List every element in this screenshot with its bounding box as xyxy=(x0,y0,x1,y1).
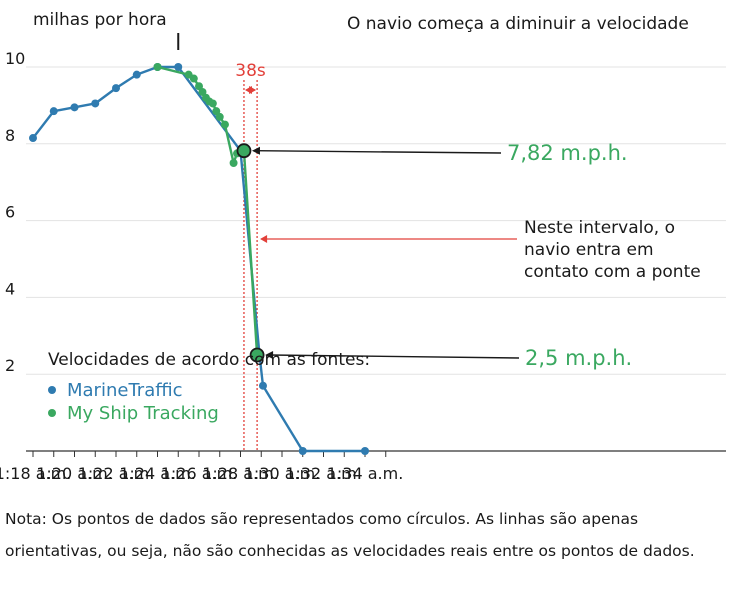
highlight-arrowhead-1 xyxy=(251,146,260,155)
data-point-marinetraffic-10 xyxy=(258,381,267,390)
legend-label-marinetraffic: MarineTraffic xyxy=(67,380,183,401)
x-tick-label-18: 1:18 a.m. xyxy=(0,464,71,483)
x-tick-label-26: 1:26 a.m. xyxy=(161,464,238,483)
contact-annotation-line-1: Neste intervalo, o xyxy=(524,218,675,238)
footnote: Nota: Os pontos de dados são representad… xyxy=(5,510,695,560)
highlight-label-2: 2,5 m.p.h. xyxy=(525,346,632,370)
legend-marker-myshiptracking xyxy=(48,409,56,417)
x-tick-label-32: 1:32 a.m. xyxy=(285,464,362,483)
legend: Velocidades de acordo com as fontes: Mar… xyxy=(48,350,370,424)
highlight-arrowhead-2 xyxy=(265,351,274,359)
data-point-marinetraffic-7 xyxy=(174,63,183,71)
data-point-myshiptracking-3 xyxy=(195,82,203,91)
data-point-myshiptracking-8 xyxy=(212,107,221,116)
y-tick-label-8: 8 xyxy=(5,126,15,145)
data-point-myshiptracking-0 xyxy=(153,63,162,71)
contact-arrowhead xyxy=(260,235,268,243)
x-tick-label-22: 1:22 a.m. xyxy=(78,464,155,483)
highlight-pointer-1 xyxy=(255,150,502,154)
y-tick-label-10: 10 xyxy=(5,49,25,68)
data-point-myshiptracking-2 xyxy=(189,74,198,83)
highlight-point-2 xyxy=(249,347,265,363)
data-point-marinetraffic-12 xyxy=(361,447,369,455)
series-line-myshiptracking xyxy=(157,65,259,356)
data-point-myshiptracking-10 xyxy=(220,120,229,129)
y-tick-label-6: 6 xyxy=(5,203,15,222)
data-point-marinetraffic-5 xyxy=(132,70,141,79)
speed-chart: 1:18 a.m.1:20 a.m.1:22 a.m.1:24 a.m.1:26… xyxy=(0,10,726,483)
contact-annotation-line-3: contato com a ponte xyxy=(524,262,701,282)
x-tick-label-30: 1:30 a.m. xyxy=(244,464,321,483)
y-axis: 2 4 6 8 10 xyxy=(5,49,25,375)
legend-label-myshiptracking: My Ship Tracking xyxy=(67,403,219,424)
highlight-pointer-2 xyxy=(269,354,520,359)
x-tick-label-28: 1:28 a.m. xyxy=(202,464,279,483)
highlight-point-1 xyxy=(236,143,252,159)
legend-title: Velocidades de acordo com as fontes: xyxy=(48,350,370,370)
slowdown-annotation: O navio começa a diminuir a velocidade xyxy=(347,14,689,34)
data-point-marinetraffic-4 xyxy=(112,84,120,93)
interval-arrow-right xyxy=(249,86,257,94)
y-axis-label: milhas por hora xyxy=(33,10,167,30)
y-tick-label-2: 2 xyxy=(5,356,15,375)
highlight-layer: 7,82 m.p.h. 2,5 m.p.h. xyxy=(236,141,632,370)
data-point-myshiptracking-4 xyxy=(198,87,207,96)
data-point-marinetraffic-1 xyxy=(49,107,58,116)
highlight-label-1: 7,82 m.p.h. xyxy=(507,141,628,165)
gridlines xyxy=(26,66,726,375)
data-point-myshiptracking-9 xyxy=(215,112,224,121)
data-point-marinetraffic-2 xyxy=(70,103,79,112)
data-point-myshiptracking-11 xyxy=(229,159,238,167)
data-point-marinetraffic-11 xyxy=(298,447,307,455)
x-tick-label-24: 1:24 a.m. xyxy=(119,464,196,483)
annotations: O navio começa a diminuir a velocidade 38… xyxy=(177,14,701,451)
data-point-marinetraffic-3 xyxy=(91,99,100,108)
legend-marker-marinetraffic xyxy=(48,386,56,394)
x-tick-label-20: 1:20 a.m. xyxy=(36,464,113,483)
x-tick-label-34: 1:34 a.m. xyxy=(327,464,404,483)
interval-label: 38s xyxy=(235,61,266,81)
contact-annotation-line-2: navio entra em xyxy=(524,240,654,260)
data-point-myshiptracking-7 xyxy=(208,99,217,108)
data-point-marinetraffic-0 xyxy=(29,134,37,143)
x-axis: 1:18 a.m.1:20 a.m.1:22 a.m.1:24 a.m.1:26… xyxy=(0,450,726,483)
y-tick-label-4: 4 xyxy=(5,279,15,298)
